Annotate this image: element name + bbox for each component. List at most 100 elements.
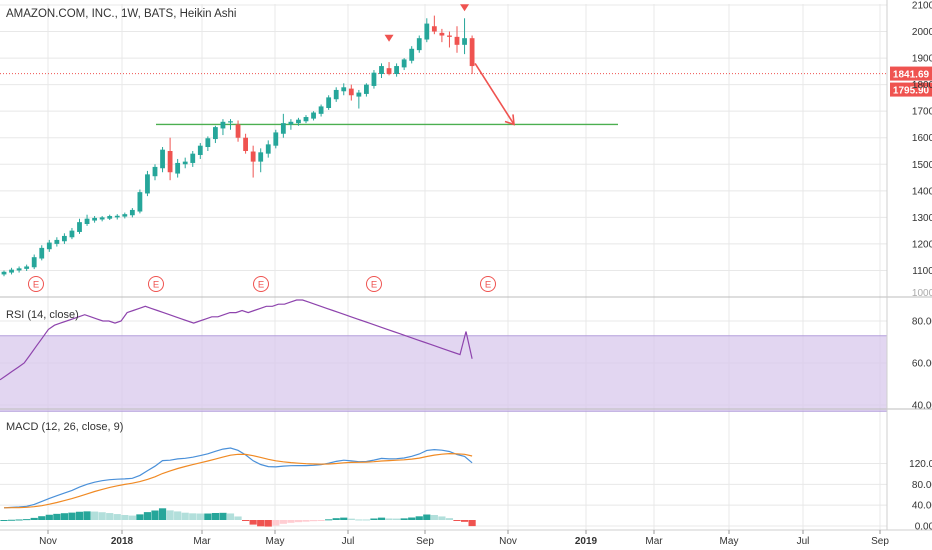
- macd-histogram-bar: [362, 519, 370, 521]
- earnings-marker-label: E: [258, 280, 264, 291]
- candle-body: [167, 151, 173, 173]
- candle-body: [114, 215, 120, 218]
- x-axis-label: Sep: [416, 536, 434, 547]
- macd-histogram-bar: [385, 518, 393, 520]
- earnings-marker: [366, 276, 382, 292]
- x-axis-label: Sep: [871, 536, 889, 547]
- candle-body: [175, 162, 181, 174]
- macd-histogram-bar: [294, 520, 303, 523]
- macd-histogram-bar: [279, 520, 287, 524]
- candle-body: [69, 230, 75, 238]
- candle-body: [77, 222, 82, 232]
- candle-body: [24, 266, 30, 269]
- macd-histogram-bar: [355, 519, 363, 521]
- candle-body: [333, 89, 339, 100]
- candle-body: [371, 72, 377, 86]
- macd-histogram-bar: [430, 514, 438, 520]
- price-axis-label: 1900.00: [912, 54, 932, 65]
- macd-histogram-bar: [60, 513, 68, 520]
- macd-pane-title: MACD (12, 26, close, 9): [6, 421, 123, 433]
- price-axis-label: 1200.00: [912, 239, 932, 250]
- earnings-marker-label: E: [33, 280, 39, 291]
- macd-histogram-bar: [166, 510, 174, 520]
- candle-body: [182, 161, 188, 165]
- candle-body: [439, 32, 445, 36]
- earnings-marker-label: E: [371, 280, 377, 291]
- macd-histogram-bar: [347, 518, 355, 520]
- x-axis-label: 2018: [111, 536, 134, 547]
- candle-body: [303, 117, 309, 122]
- macd-histogram-bar: [226, 513, 235, 520]
- macd-axis-label: 80.0000: [912, 480, 932, 491]
- current-price-label: 1841.69: [893, 69, 930, 80]
- macd-histogram-bar: [325, 519, 333, 521]
- macd-histogram-bar: [0, 520, 8, 521]
- macd-histogram-bar: [68, 512, 76, 520]
- candle-body: [235, 124, 241, 138]
- candle-body: [424, 23, 430, 40]
- axis-labels: Nov 2018 Mar May Jul Sep Nov 2019 Mar May Jul Sep 21…: [39, 1, 932, 548]
- macd-histogram-bar: [7, 519, 16, 521]
- price-axis-label: 1000.00: [912, 288, 932, 299]
- macd-histogram-bar: [249, 520, 257, 525]
- price-axis-label: 2100.00: [912, 1, 932, 12]
- second-price-label: 1795.90: [893, 85, 930, 96]
- macd-histogram-bar: [438, 516, 446, 520]
- earnings-marker: [253, 276, 269, 292]
- x-axis-label: Jul: [797, 536, 810, 547]
- candle-body: [401, 59, 407, 68]
- macd-histogram-bar: [370, 518, 378, 520]
- candle-body: [99, 217, 105, 220]
- macd-histogram-bar: [196, 513, 204, 520]
- macd-histogram-bar: [45, 514, 53, 520]
- candle-body: [318, 106, 324, 114]
- candle-body: [107, 216, 113, 219]
- macd-histogram-bar: [15, 519, 23, 521]
- candle-body: [250, 151, 256, 162]
- candle-body: [364, 84, 369, 94]
- projection-arrow-line: [474, 62, 515, 125]
- macd-histogram-bar: [264, 520, 272, 527]
- earnings-marker-label: E: [153, 280, 159, 291]
- macd-histogram-bar: [377, 517, 386, 520]
- candle-body: [145, 174, 150, 194]
- price-axis-label: 1400.00: [912, 186, 932, 197]
- macd-histogram-bar: [83, 511, 91, 520]
- price-axis-label: 2000.00: [912, 27, 932, 38]
- macd-histogram-bar: [204, 513, 212, 520]
- price-overlays: 1841.69 1795.90: [0, 62, 932, 126]
- macd-histogram-bar: [98, 512, 106, 520]
- price-axis-label: 1300.00: [912, 213, 932, 224]
- candle-body: [39, 247, 45, 259]
- candlestick-series: [1, 15, 475, 277]
- price-axis-label: 1800.00: [912, 80, 932, 91]
- candle-body: [152, 166, 158, 177]
- rsi-series: [0, 299, 473, 381]
- candle-body: [129, 209, 135, 216]
- price-axis-label: 1700.00: [912, 107, 932, 118]
- candle-body: [46, 242, 52, 250]
- candle-body: [9, 269, 14, 273]
- rsi-pane-title: RSI (14, close): [6, 309, 79, 321]
- candle-body: [31, 257, 37, 268]
- earnings-marker: [480, 276, 496, 292]
- candle-body: [356, 92, 362, 97]
- candle-body: [54, 239, 60, 244]
- macd-histogram-bar: [38, 516, 46, 520]
- candle-body: [122, 214, 128, 217]
- candle-body: [280, 123, 286, 134]
- macd-histogram-bar: [23, 519, 31, 521]
- macd-histogram-bar: [445, 518, 454, 520]
- macd-histogram-bar: [302, 520, 310, 522]
- macd-histogram-bar: [151, 510, 159, 520]
- macd-series: [0, 447, 476, 527]
- candle-body: [273, 132, 279, 146]
- macd-histogram-bar: [400, 518, 408, 520]
- x-axis-label: Nov: [499, 536, 517, 547]
- macd-histogram-bar: [91, 511, 99, 520]
- rsi-axis-label: 60.0000: [912, 359, 932, 370]
